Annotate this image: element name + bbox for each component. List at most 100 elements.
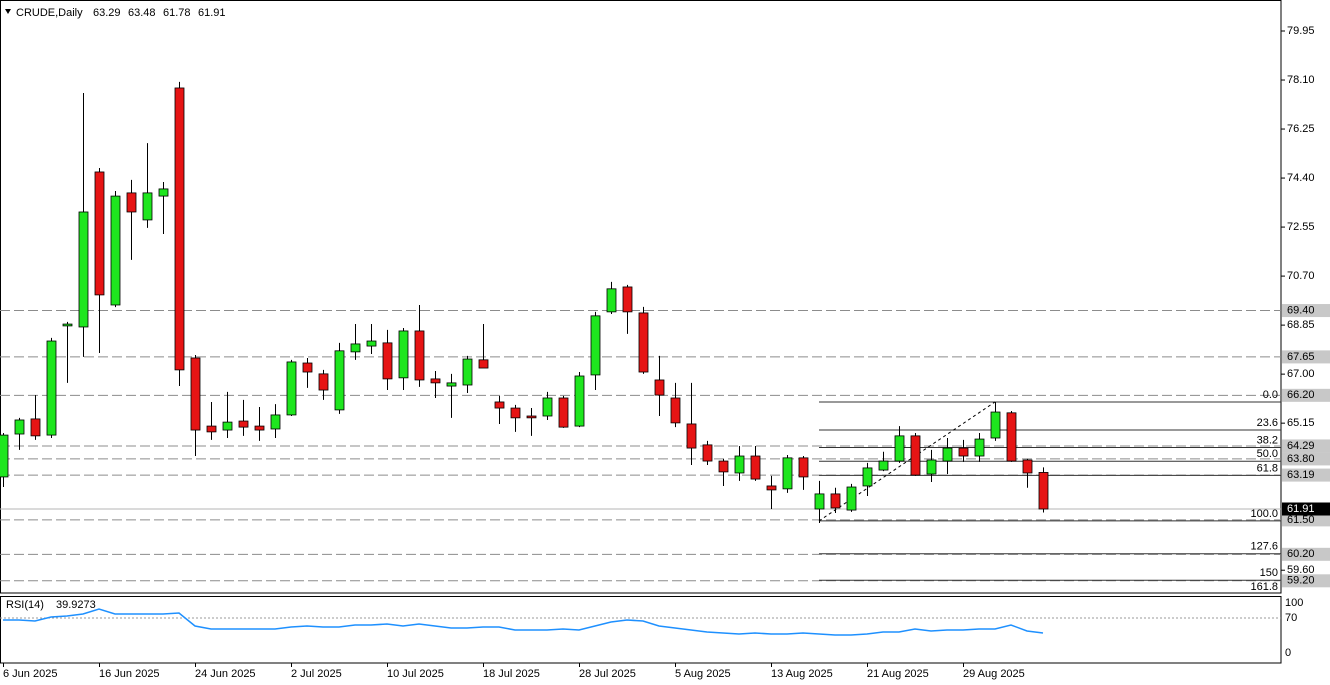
level-label-box — [1282, 574, 1330, 588]
level-label: 67.65 — [1287, 351, 1315, 363]
level-label-box — [1282, 304, 1330, 318]
candle-body — [206, 425, 217, 433]
candle-body — [366, 340, 377, 347]
x-tick-label: 24 Jun 2025 — [195, 668, 256, 680]
candle-body — [862, 467, 873, 487]
x-tick-label: 6 Jun 2025 — [3, 668, 57, 680]
symbol-title: CRUDE,Daily — [16, 7, 83, 19]
y-tick-label: 67.00 — [1287, 368, 1315, 380]
candle-body — [14, 419, 25, 435]
x-tick-label: 13 Aug 2025 — [771, 668, 833, 680]
fib-label: 100.0 — [1250, 508, 1278, 520]
y-tick-label: 79.95 — [1287, 25, 1315, 37]
candle-body — [1022, 459, 1033, 474]
fib-label: 127.6 — [1250, 541, 1278, 553]
x-tick-label: 28 Jul 2025 — [579, 668, 636, 680]
candle-body — [126, 192, 137, 213]
y-tick-label: 65.15 — [1287, 417, 1315, 429]
candle-body — [734, 455, 745, 474]
ohlc-high: 63.48 — [128, 7, 156, 19]
level-label-box — [1282, 513, 1330, 527]
rsi-tick-label: 70 — [1285, 612, 1297, 624]
level-label-box — [1282, 468, 1330, 482]
y-tick-label: 76.25 — [1287, 123, 1315, 135]
candle-body — [878, 460, 889, 471]
candle-body — [430, 378, 441, 384]
x-tick-label: 18 Jul 2025 — [483, 668, 540, 680]
fib-label: 50.0 — [1257, 448, 1278, 460]
level-label-box — [1282, 388, 1330, 402]
candle-body — [846, 486, 857, 511]
level-label: 60.20 — [1287, 548, 1315, 560]
candle-body — [414, 330, 425, 381]
candle-body — [478, 359, 489, 369]
fib-label: 38.2 — [1257, 434, 1278, 446]
level-label-box — [1282, 452, 1330, 466]
candle-body — [222, 421, 233, 431]
rsi-tick-label: 0 — [1285, 647, 1291, 659]
fib-label: 161.8 — [1250, 581, 1278, 593]
x-tick-label: 21 Aug 2025 — [867, 668, 929, 680]
candle-body — [942, 447, 953, 462]
candle-body — [398, 330, 409, 379]
candle-body — [798, 457, 809, 478]
level-label: 63.19 — [1287, 469, 1315, 481]
menu-arrow — [5, 9, 11, 14]
ohlc-open: 63.29 — [93, 7, 121, 19]
candle-body — [462, 358, 473, 386]
candle-body — [318, 373, 329, 391]
candle-body — [110, 195, 121, 306]
candle-body — [158, 188, 169, 197]
fib-label: 0.0 — [1263, 389, 1278, 401]
level-label: 64.29 — [1287, 440, 1315, 452]
candle-body — [606, 288, 617, 313]
y-tick-label: 70.70 — [1287, 270, 1315, 282]
candle-body — [558, 397, 569, 428]
y-tick-label: 72.55 — [1287, 221, 1315, 233]
candle-body — [1038, 472, 1049, 510]
candle-body — [510, 407, 521, 419]
level-label: 69.40 — [1287, 304, 1315, 316]
level-label: 61.50 — [1287, 514, 1315, 526]
rsi-title: RSI(14) — [6, 599, 44, 611]
candle-body — [46, 340, 57, 436]
candle-body — [590, 315, 601, 376]
candle-body — [638, 312, 649, 373]
level-label: 63.80 — [1287, 453, 1315, 465]
y-tick-label: 74.40 — [1287, 172, 1315, 184]
rsi-panel — [0, 596, 1282, 664]
candle-body — [142, 192, 153, 221]
y-tick-label: 68.85 — [1287, 319, 1315, 331]
x-tick-label: 16 Jun 2025 — [99, 668, 160, 680]
x-tick-label: 29 Aug 2025 — [963, 668, 1025, 680]
x-tick-label: 10 Jul 2025 — [387, 668, 444, 680]
candle-body — [302, 362, 313, 373]
candle-body — [62, 323, 73, 327]
candle-body — [1006, 412, 1017, 462]
current-price-box — [1282, 502, 1330, 516]
candle-body — [686, 423, 697, 449]
level-label: 59.20 — [1287, 575, 1315, 587]
level-label-box — [1282, 547, 1330, 561]
candle-body — [446, 382, 457, 387]
candle-body — [286, 361, 297, 416]
candle-body — [926, 459, 937, 475]
fib-label: 61.8 — [1257, 462, 1278, 474]
candle-body — [670, 397, 681, 424]
candle-body — [894, 435, 905, 462]
candle-body — [350, 343, 361, 353]
candle-body — [526, 415, 537, 419]
candle-body — [814, 493, 825, 510]
candle-body — [94, 171, 105, 296]
candle-body — [30, 418, 41, 437]
candle-body — [270, 414, 281, 430]
candle-body — [654, 379, 665, 396]
fib-label: 23.6 — [1257, 417, 1278, 429]
candle-body — [910, 435, 921, 476]
rsi-tick-label: 100 — [1285, 597, 1303, 609]
rsi-value: 39.9273 — [56, 599, 96, 611]
candle-body — [718, 460, 729, 473]
level-label: 66.20 — [1287, 389, 1315, 401]
candle-body — [238, 420, 249, 428]
level-label-box — [1282, 439, 1330, 453]
